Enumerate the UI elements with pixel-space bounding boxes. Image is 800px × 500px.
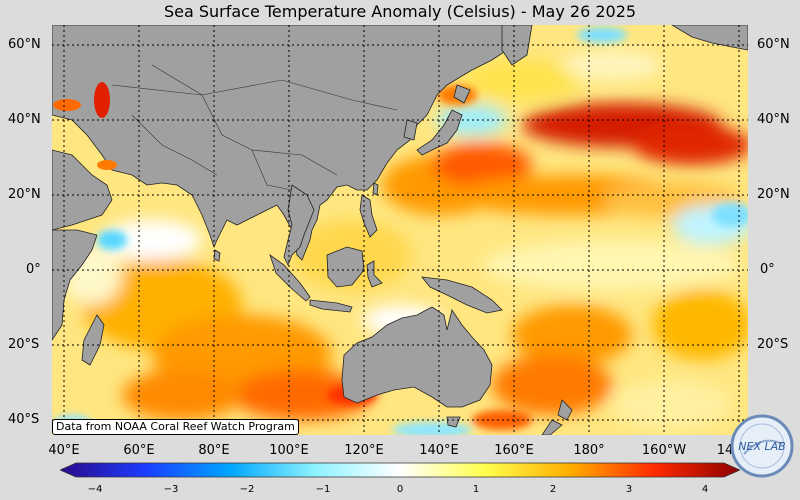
- colorbar-tick-neg2: −2: [239, 484, 255, 495]
- land-masses: [52, 25, 748, 435]
- lon-label-60e: 60°E: [123, 443, 155, 458]
- colorbar-tick-1: 1: [472, 484, 480, 495]
- lon-label-80e: 80°E: [198, 443, 230, 458]
- lon-label-140w-partial: 14: [716, 443, 734, 458]
- lon-label-140e: 140°E: [419, 443, 459, 458]
- colorbar-tick-0: 0: [396, 484, 404, 495]
- lon-label-160w: 160°W: [641, 443, 687, 458]
- lat-label-60n-left: 60°N: [8, 37, 41, 52]
- colorbar-tick-neg3: −3: [163, 484, 179, 495]
- lat-label-40n-right: 40°N: [757, 112, 790, 127]
- lat-label-20n-left: 20°N: [8, 187, 41, 202]
- caspian-sea: [94, 82, 110, 118]
- data-credit: Data from NOAA Coral Reef Watch Program: [52, 419, 299, 435]
- map-title: Sea Surface Temperature Anomaly (Celsius…: [163, 2, 637, 21]
- colorbar-tick-neg1: −1: [315, 484, 331, 495]
- sst-anomaly-map: [52, 25, 748, 435]
- anomaly-field: [62, 50, 748, 430]
- lat-label-40s-left: 40°S: [8, 412, 40, 427]
- lat-label-0-right: 0°: [760, 262, 775, 277]
- colorbar-tick-3: 3: [625, 484, 633, 495]
- map-svg: [52, 25, 748, 435]
- lat-label-20s-right: 20°S: [757, 337, 789, 352]
- lat-label-20s-left: 20°S: [8, 337, 40, 352]
- lon-label-100e: 100°E: [269, 443, 309, 458]
- colorbar-tick-4: 4: [701, 484, 709, 495]
- colorbar: [60, 462, 740, 478]
- lat-label-60n-right: 60°N: [757, 37, 790, 52]
- colorbar-tick-2: 2: [549, 484, 557, 495]
- nex-lab-logo[interactable]: NEX LAB: [730, 414, 794, 478]
- lon-label-40e: 40°E: [48, 443, 80, 458]
- lat-label-20n-right: 20°N: [757, 187, 790, 202]
- colorbar-tick-neg4: −4: [87, 484, 103, 495]
- country-borders: [111, 64, 398, 191]
- colorbar-gradient: [60, 462, 740, 478]
- lat-label-40n-left: 40°N: [8, 112, 41, 127]
- persian-gulf: [97, 160, 117, 170]
- lon-label-160e: 160°E: [494, 443, 534, 458]
- lon-label-120e: 120°E: [344, 443, 384, 458]
- lon-label-180: 180°: [573, 443, 605, 458]
- logo-text: NEX LAB: [738, 440, 785, 453]
- black-sea: [53, 99, 81, 111]
- lat-label-0-left: 0°: [26, 262, 41, 277]
